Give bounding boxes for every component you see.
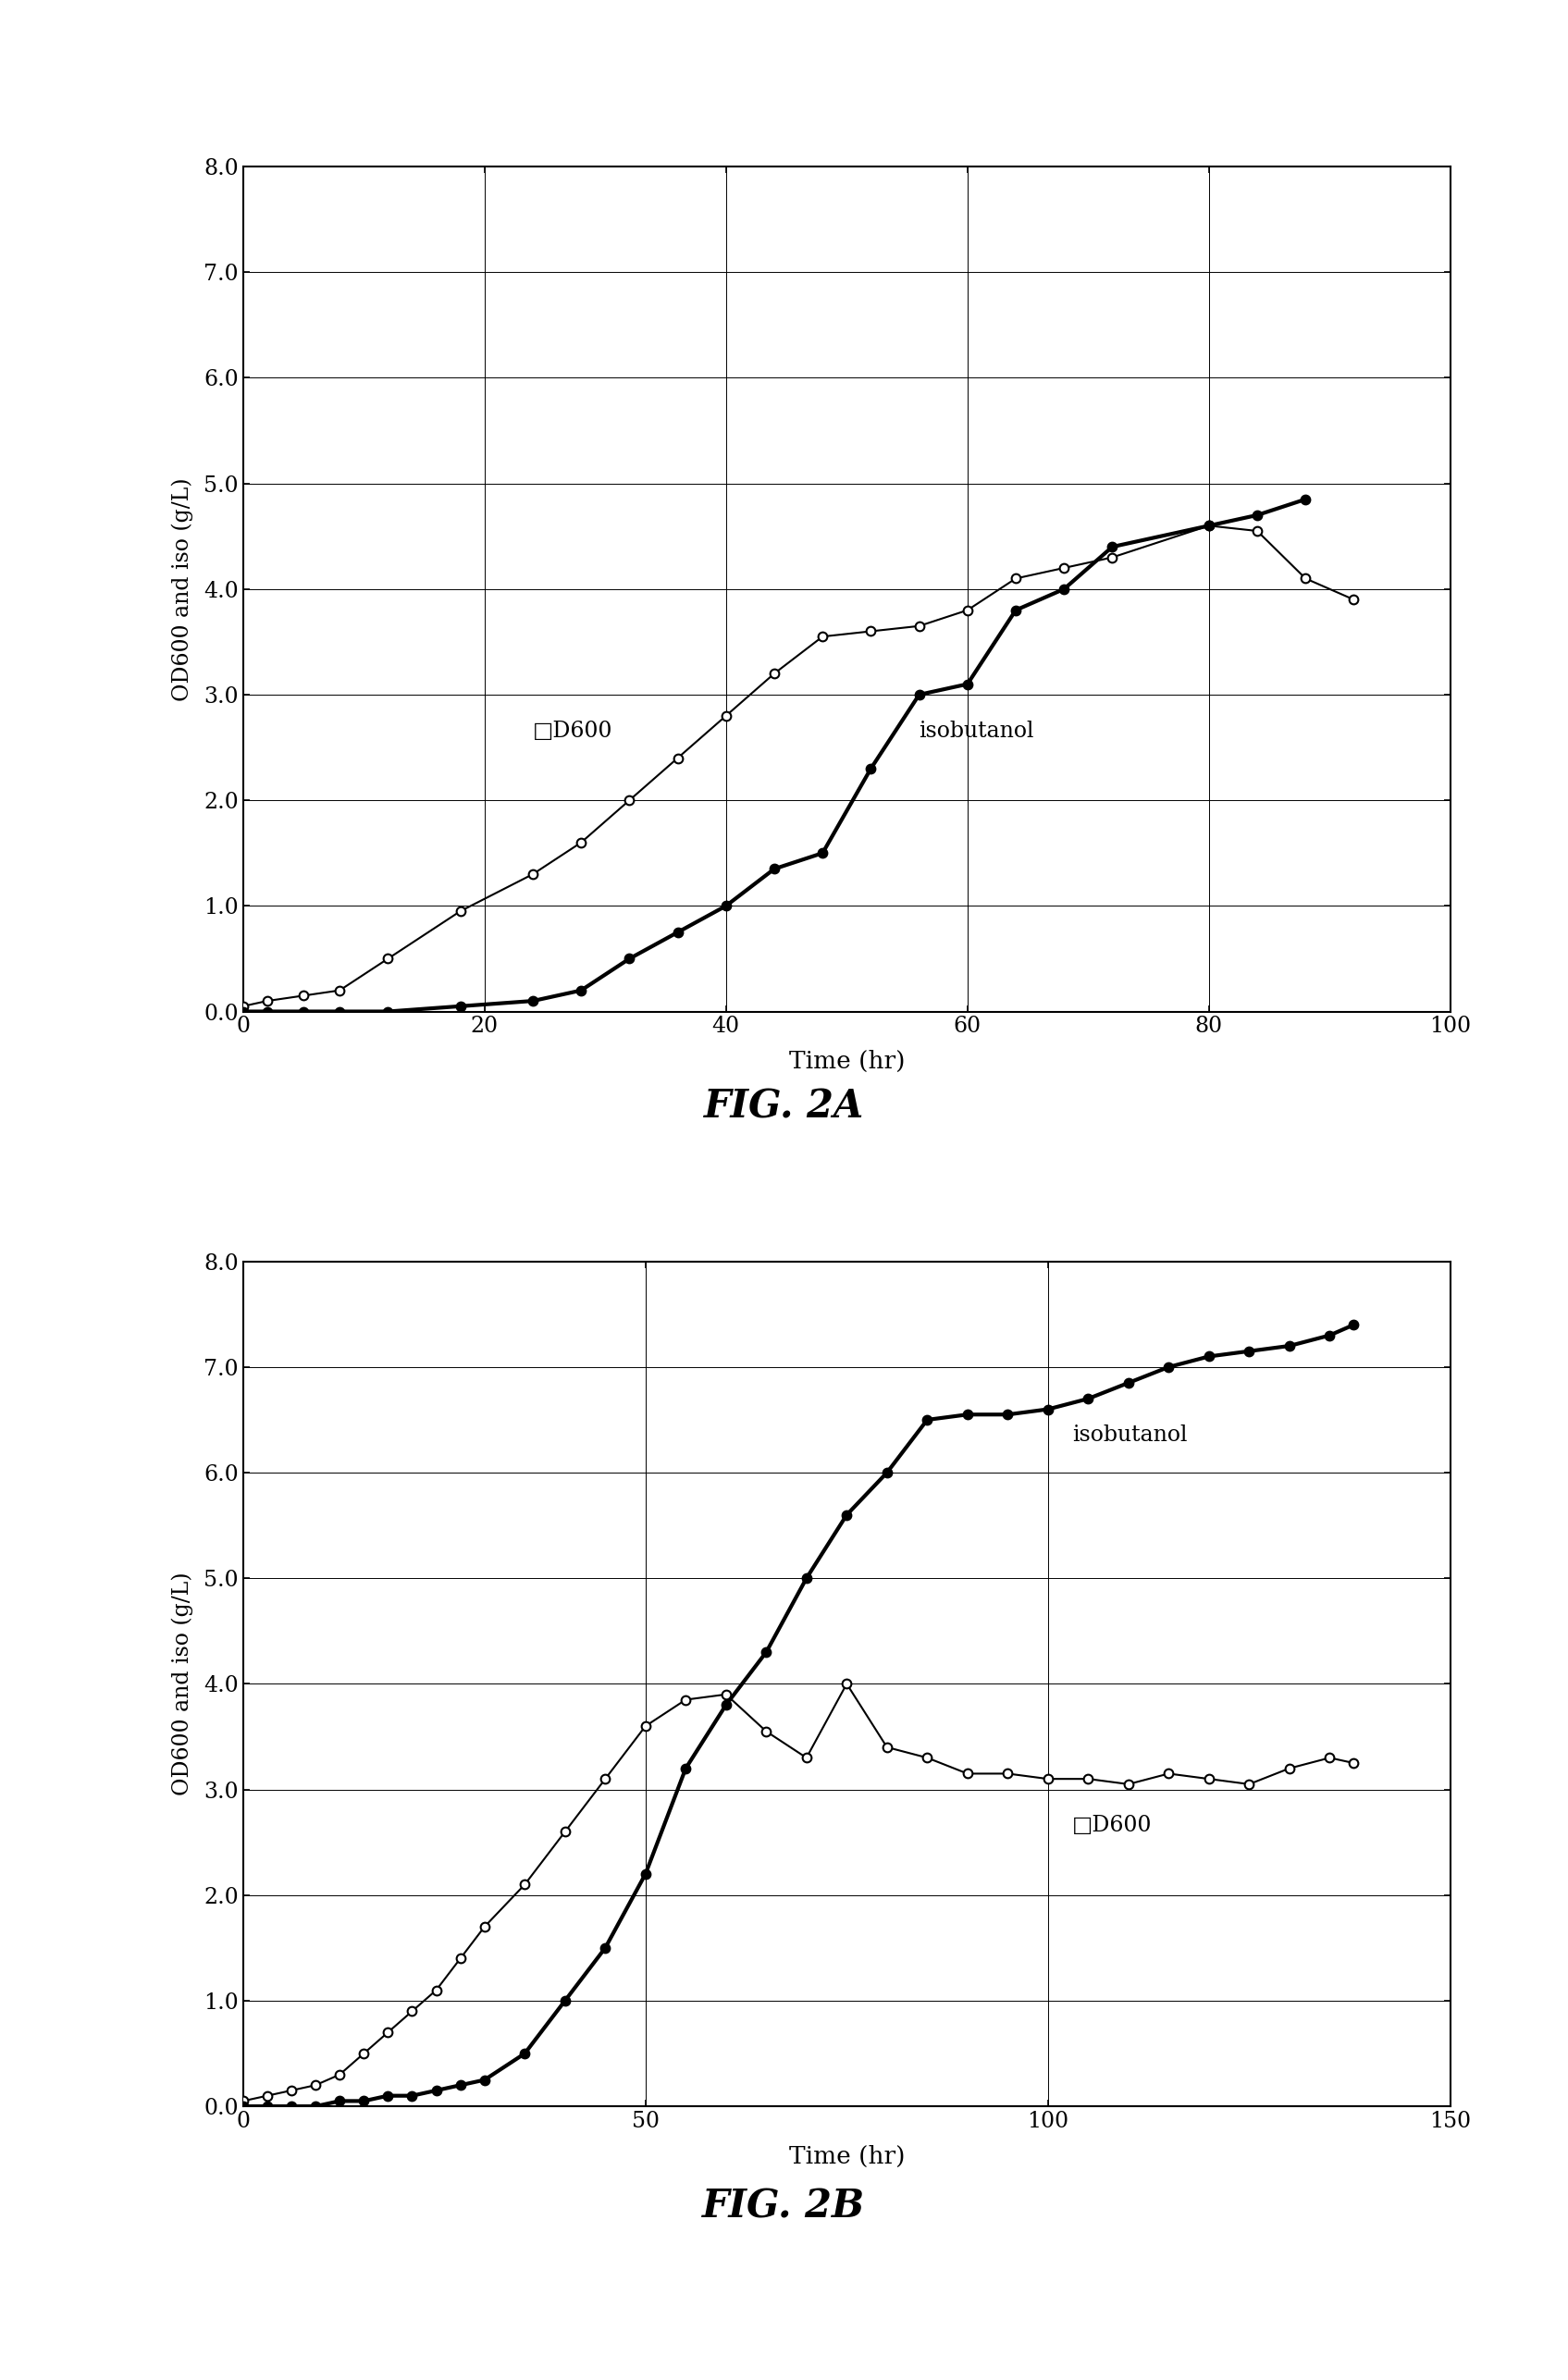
Y-axis label: OD600 and iso (g/L): OD600 and iso (g/L) [171, 478, 193, 700]
Text: □D600: □D600 [533, 721, 613, 743]
Y-axis label: OD600 and iso (g/L): OD600 and iso (g/L) [171, 1573, 193, 1795]
Text: isobutanol: isobutanol [919, 721, 1035, 743]
Text: isobutanol: isobutanol [1073, 1423, 1187, 1445]
Text: FIG. 2B: FIG. 2B [702, 2187, 866, 2225]
X-axis label: Time (hr): Time (hr) [789, 1050, 905, 1073]
X-axis label: Time (hr): Time (hr) [789, 2144, 905, 2168]
Text: FIG. 2A: FIG. 2A [704, 1088, 864, 1126]
Text: □D600: □D600 [1073, 1816, 1152, 1837]
